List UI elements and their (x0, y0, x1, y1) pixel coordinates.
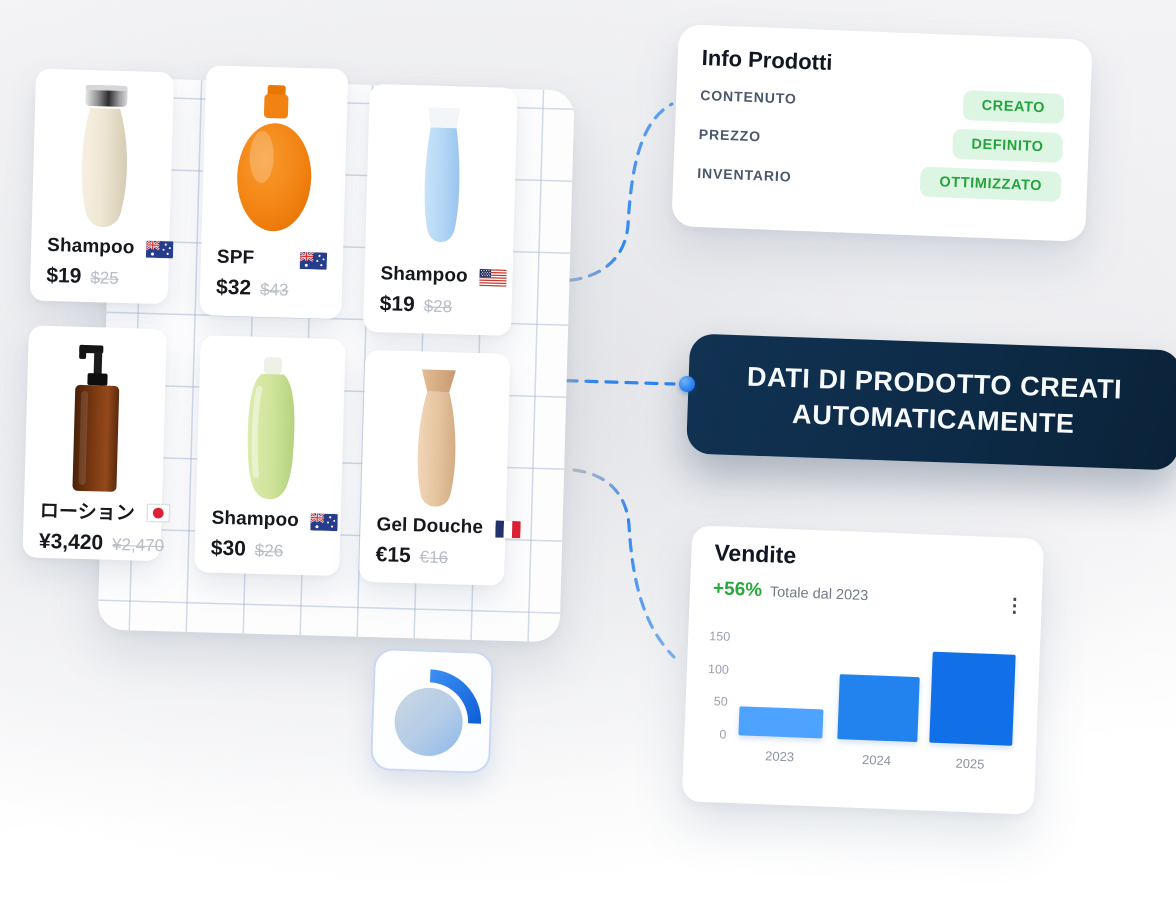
panel-title: Info Prodotti (701, 45, 833, 76)
blue-bottle-image (424, 107, 461, 243)
flag-japan-icon (146, 503, 171, 522)
info-row: CONTENUTO CREATO (700, 80, 1065, 124)
product-old-price: $25 (90, 268, 120, 288)
product-photo (212, 348, 329, 509)
product-photo (217, 78, 332, 248)
product-name: SPF (216, 246, 255, 269)
product-price: €15 (375, 543, 412, 568)
flag-france-icon (494, 520, 521, 538)
flag-australia-icon (299, 251, 328, 270)
product-card: Shampoo $19 $25 (29, 68, 175, 305)
product-price: $19 (379, 292, 416, 317)
y-axis-tick: 100 (707, 661, 730, 677)
info-row: INVENTARIO OTTIMIZZATO (697, 158, 1062, 202)
status-badge: OTTIMIZZATO (919, 166, 1062, 202)
connector-endpoint-dot (679, 376, 695, 392)
info-row-label: CONTENUTO (700, 87, 798, 107)
status-badge: DEFINITO (951, 128, 1064, 163)
callout-banner: DATI DI PRODOTTO CREATI AUTOMATICAMENTE (686, 333, 1176, 471)
product-photo (40, 338, 150, 497)
x-axis-label: 2024 (861, 752, 892, 769)
product-card: ローション ¥3,420 ¥2,470 (22, 325, 171, 562)
product-old-price: $28 (423, 296, 453, 317)
product-name: ローション (39, 500, 136, 525)
cream-bottle-image (81, 84, 128, 227)
product-old-price: €16 (419, 547, 449, 568)
bar (929, 651, 1016, 746)
product-old-price: $26 (254, 540, 284, 561)
sales-panel: Vendite +56% Totale dal 2023 ⋮ 0 50 100 150… (681, 525, 1045, 815)
product-name: Shampoo (46, 234, 135, 259)
product-collage: Shampoo $19 $25 (12, 50, 589, 677)
x-axis-label: 2025 (955, 755, 985, 772)
bar-chart: 0 50 100 150 2023 2024 2025 (682, 525, 1044, 814)
product-photo (377, 362, 494, 515)
info-row: PREZZO DEFINITO (698, 119, 1064, 163)
flag-australia-icon (310, 512, 339, 531)
product-photo (381, 96, 502, 264)
status-badge: CREATO (962, 90, 1065, 124)
product-card: Shampoo $30 $26 (194, 335, 346, 577)
y-axis-tick: 0 (719, 727, 727, 742)
x-axis-label: 2023 (764, 748, 795, 765)
info-row-label: PREZZO (698, 125, 762, 145)
amber-pump-bottle-image (72, 344, 120, 492)
product-price: $32 (215, 275, 252, 300)
product-old-price: ¥2,470 (111, 534, 165, 556)
progress-tile (369, 647, 495, 775)
bar (837, 673, 920, 743)
y-axis-tick: 150 (709, 629, 731, 644)
product-old-price: $43 (259, 279, 289, 300)
beige-bottle-image (417, 369, 456, 507)
bar (738, 705, 824, 739)
product-card: Gel Douche €15 €16 (358, 349, 521, 586)
product-price: $19 (46, 263, 82, 288)
orange-bottle-image (237, 85, 312, 232)
product-card: SPF $32 $43 (199, 65, 349, 320)
product-name: Shampoo (380, 263, 469, 287)
flag-australia-icon (146, 240, 174, 258)
info-row-label: INVENTARIO (697, 164, 792, 185)
product-photo (48, 81, 158, 236)
progress-arc-icon (394, 669, 482, 756)
product-name: Gel Douche (376, 514, 484, 539)
product-price: ¥3,420 (38, 529, 104, 555)
product-price: $30 (210, 536, 247, 561)
product-card: Shampoo (362, 83, 518, 336)
info-products-panel: Info Prodotti CONTENUTO CREATO PREZZO DE… (671, 24, 1093, 242)
y-axis-tick: 50 (713, 694, 728, 710)
product-name: Shampoo (211, 507, 300, 532)
green-bottle-image (247, 357, 294, 500)
flag-united-states-icon (479, 268, 507, 287)
connector-to-sales-panel (572, 468, 676, 659)
